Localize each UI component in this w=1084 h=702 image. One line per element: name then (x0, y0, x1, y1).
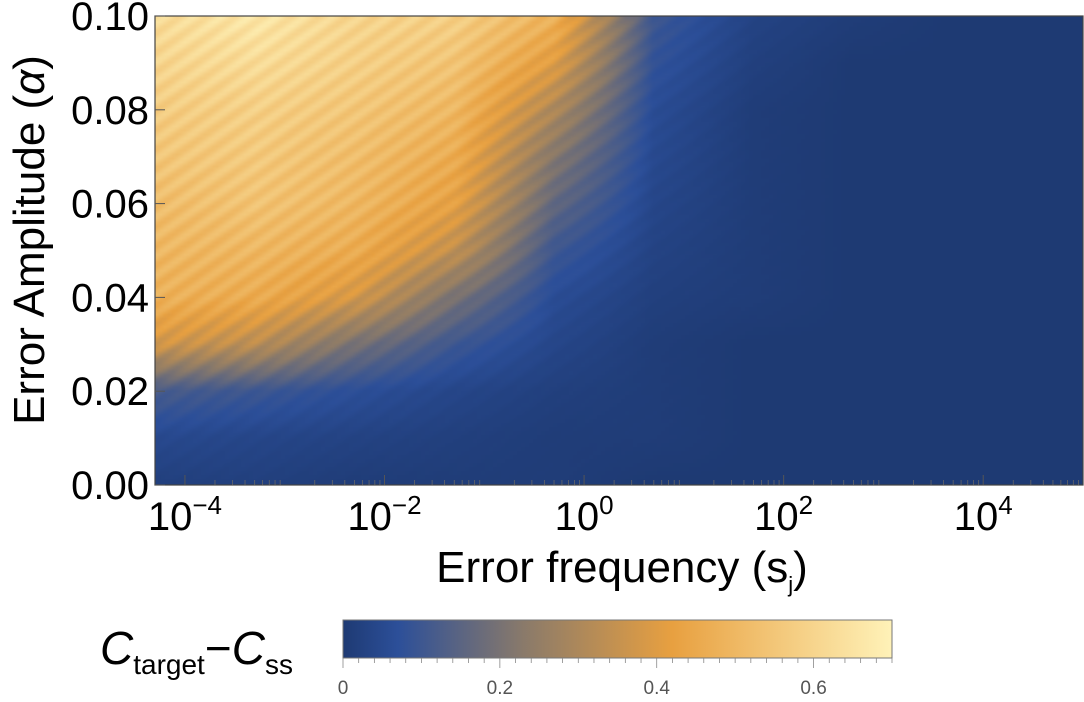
heatmap-surface (155, 16, 1083, 485)
y-tick-label: 0.04 (71, 276, 149, 320)
y-tick-label: 0.02 (71, 370, 149, 414)
colorbar-tick-label: 0.6 (800, 678, 826, 699)
colorbar-label-c1: C (100, 622, 134, 674)
y-tick-label: 0.08 (71, 89, 149, 133)
colorbar: Ctarget−Css 0 0.2 0.4 0.6 (100, 619, 893, 699)
y-axis-label-close: ) (5, 55, 54, 70)
y-axis-label-main: Error Amplitude ( (5, 94, 54, 424)
colorbar-ticks: 0 0.2 0.4 0.6 (338, 658, 893, 699)
y-tick-label: 0.00 (71, 464, 149, 508)
x-axis-label-main: Error frequency (s (436, 543, 788, 592)
x-tick-label: 10−2 (347, 490, 421, 539)
y-axis-ticks: 0.00 0.02 0.04 0.06 0.08 0.10 (71, 0, 165, 508)
x-axis-label-close: ) (793, 543, 808, 592)
x-tick-label: 104 (954, 490, 1013, 539)
colorbar-tick-label: 0 (338, 678, 349, 699)
y-axis-label-greek: α (5, 68, 54, 95)
colorbar-label-sub1: target (133, 649, 205, 680)
colorbar-label-c2: C (232, 622, 266, 674)
colorbar-label-sub2: ss (265, 649, 293, 680)
x-axis-label: Error frequency (sj) (436, 543, 808, 597)
colorbar-tick-label: 0.2 (487, 678, 513, 699)
colorbar-gradient (342, 619, 893, 659)
colorbar-tick-label: 0.4 (644, 678, 671, 699)
x-axis-ticks: 10−4 10−2 100 102 104 (148, 475, 1079, 539)
y-tick-label: 0.06 (71, 183, 149, 227)
y-tick-label: 0.10 (71, 0, 149, 39)
x-tick-label: 102 (754, 490, 813, 539)
x-axis-label-sub: j (787, 572, 793, 597)
colorbar-label: Ctarget−Css (100, 622, 293, 680)
plot-frame (154, 15, 1084, 486)
x-tick-label: 100 (555, 490, 614, 539)
x-tick-label: 10−4 (148, 490, 222, 539)
plot-area (154, 15, 1084, 486)
y-axis-label: Error Amplitude (α) (5, 55, 54, 425)
colorbar-label-minus: − (205, 622, 232, 674)
